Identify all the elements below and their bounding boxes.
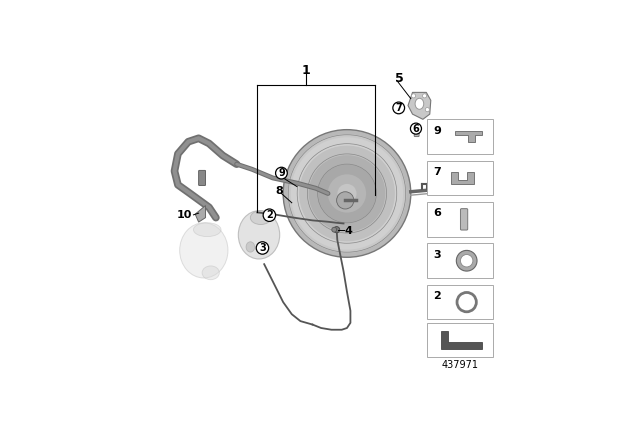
Circle shape (332, 227, 337, 232)
Text: 1: 1 (301, 64, 310, 77)
Bar (427, 202, 493, 237)
Text: 10: 10 (177, 210, 192, 220)
Bar (427, 323, 493, 358)
Text: 7: 7 (433, 167, 441, 177)
Text: 7: 7 (396, 103, 402, 113)
Bar (427, 119, 493, 154)
Ellipse shape (337, 184, 356, 203)
Ellipse shape (250, 211, 271, 224)
Ellipse shape (246, 242, 255, 252)
Ellipse shape (202, 266, 220, 280)
Bar (427, 161, 493, 195)
Circle shape (410, 123, 422, 134)
FancyBboxPatch shape (414, 125, 419, 137)
Ellipse shape (308, 155, 385, 232)
FancyBboxPatch shape (198, 170, 205, 185)
Bar (427, 285, 493, 319)
Circle shape (425, 108, 429, 112)
Ellipse shape (318, 165, 376, 222)
Bar (427, 244, 493, 278)
Ellipse shape (328, 174, 366, 213)
Circle shape (333, 227, 340, 233)
Text: 6: 6 (413, 124, 419, 134)
Text: 6: 6 (433, 208, 441, 218)
Polygon shape (451, 172, 474, 184)
Polygon shape (408, 92, 431, 119)
Text: 8: 8 (276, 186, 284, 196)
Circle shape (276, 167, 287, 179)
Text: 437971: 437971 (441, 360, 478, 370)
Text: 2: 2 (266, 210, 273, 220)
Text: 4: 4 (344, 226, 353, 236)
Circle shape (412, 94, 415, 98)
Text: 5: 5 (395, 72, 403, 85)
Circle shape (256, 242, 269, 254)
Ellipse shape (193, 223, 221, 237)
Circle shape (460, 254, 473, 267)
Ellipse shape (180, 223, 228, 278)
FancyBboxPatch shape (460, 209, 468, 230)
Circle shape (456, 250, 477, 271)
Text: 9: 9 (433, 125, 441, 135)
Polygon shape (195, 206, 205, 222)
Polygon shape (441, 332, 482, 349)
Polygon shape (454, 131, 482, 142)
Circle shape (263, 209, 276, 221)
Ellipse shape (291, 137, 403, 250)
Ellipse shape (415, 98, 424, 109)
Text: 3: 3 (433, 250, 441, 260)
Circle shape (457, 293, 476, 312)
Ellipse shape (287, 134, 406, 253)
Circle shape (393, 102, 404, 114)
Ellipse shape (299, 146, 395, 241)
Circle shape (337, 192, 354, 209)
Text: 3: 3 (259, 243, 266, 253)
Text: 2: 2 (433, 291, 441, 301)
Circle shape (422, 94, 427, 98)
Text: 9: 9 (278, 168, 285, 178)
Ellipse shape (238, 211, 280, 259)
Ellipse shape (283, 129, 411, 257)
